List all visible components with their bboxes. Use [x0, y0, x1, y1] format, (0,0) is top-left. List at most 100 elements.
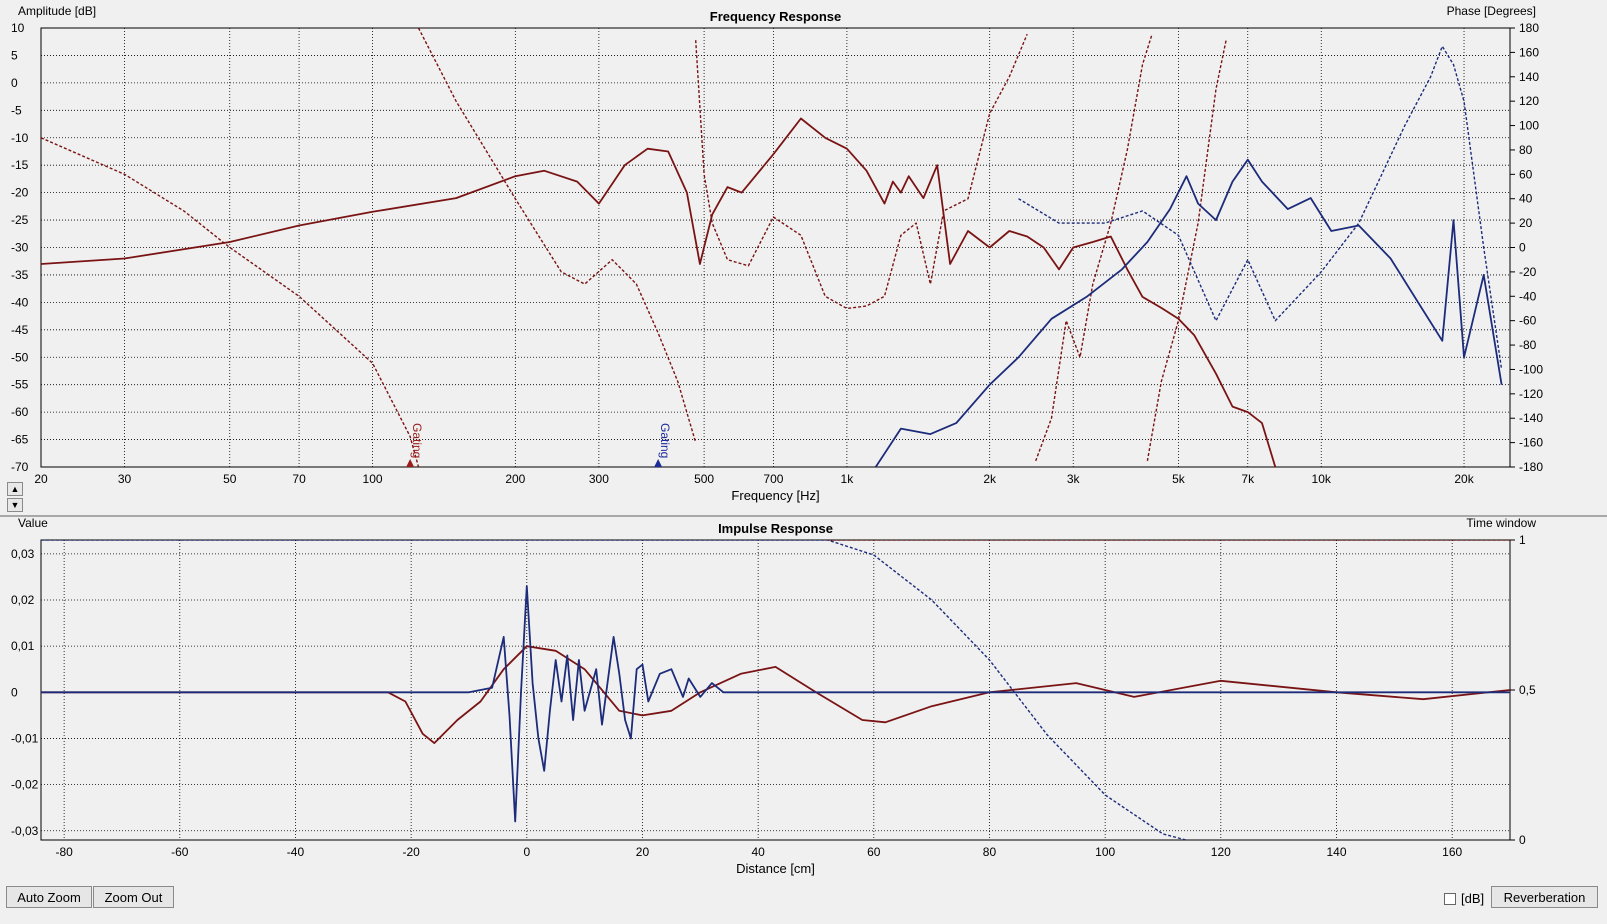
x-tick-label: 1k [841, 472, 855, 486]
db-checkbox[interactable] [1444, 893, 1456, 905]
y-tick-label: 0,01 [11, 639, 35, 653]
x-tick-label: 200 [505, 472, 525, 486]
y2-tick-label: 180 [1519, 21, 1539, 35]
y-tick-label: 5 [11, 48, 18, 62]
x-tick-label: -40 [287, 845, 305, 859]
y-tick-label: -40 [11, 295, 29, 309]
y-axis-label: Value [18, 517, 48, 530]
series-line-0 [41, 645, 1510, 744]
y-tick-label: 0,02 [11, 593, 35, 607]
x-tick-label: 30 [118, 472, 132, 486]
gating-marker [406, 459, 415, 467]
x-tick-label: 20k [1454, 472, 1474, 486]
y-tick-label: -20 [11, 186, 29, 200]
y2-tick-label: 120 [1519, 94, 1539, 108]
y-tick-label: -25 [11, 213, 29, 227]
series-line-2 [417, 28, 697, 443]
y2-tick-label: 80 [1519, 143, 1533, 157]
panel-divider[interactable] [0, 515, 1607, 517]
y-tick-label: -55 [11, 378, 29, 392]
frequency-response-panel: 20 30 50 70 100 200 300 500 700 1k 2k 3k 5k 7k 10k 20k 1… [11, 4, 1543, 503]
series-line-1 [41, 585, 1510, 823]
y2-tick-label: 0,5 [1519, 683, 1536, 697]
y-tick-label: -70 [11, 460, 29, 474]
x-tick-label: 700 [763, 472, 783, 486]
y-tick-label: -60 [11, 405, 29, 419]
x-tick-label: 160 [1442, 845, 1462, 859]
y2-axis-label: Phase [Degrees] [1447, 4, 1536, 18]
x-tick-label: 40 [751, 845, 765, 859]
gating-marker [654, 459, 663, 467]
series-line-2 [41, 540, 1187, 840]
y-tick-label: 0 [11, 685, 18, 699]
series-line-4 [1035, 33, 1153, 462]
x-tick-label: 0 [523, 845, 530, 859]
y2-tick-label: 20 [1519, 216, 1533, 230]
y-tick-label: 0,03 [11, 547, 35, 561]
series-line-0 [41, 117, 1277, 467]
gating-marker-label: Gating [410, 423, 424, 458]
y-tick-label: -50 [11, 350, 29, 364]
chart-title: Impulse Response [718, 521, 833, 536]
x-tick-label: 100 [1095, 845, 1115, 859]
y-tick-label: -10 [11, 131, 29, 145]
frequency-response-chart: 20 30 50 70 100 200 300 500 700 1k 2k 3k 5k 7k 10k 20k1… [11, 4, 1543, 503]
x-tick-label: 500 [694, 472, 714, 486]
y2-tick-label: 160 [1519, 45, 1539, 59]
y-tick-label: -0,01 [11, 731, 39, 745]
y2-tick-label: -100 [1519, 362, 1543, 376]
y2-tick-label: -120 [1519, 387, 1543, 401]
scroll-down-button[interactable]: ▼ [7, 498, 23, 512]
series-line-1 [41, 137, 420, 467]
y2-tick-label: -180 [1519, 460, 1543, 474]
y-tick-label: -5 [11, 103, 22, 117]
x-tick-label: 80 [983, 845, 997, 859]
x-tick-label: 140 [1326, 845, 1346, 859]
x-tick-label: 50 [223, 472, 237, 486]
y-tick-label: 10 [11, 21, 25, 35]
scroll-up-button[interactable]: ▲ [7, 482, 23, 496]
impulse-response-chart: -80 -60 -40 -20 0 20 40 60 80 100 120 140 1600,030,0… [11, 516, 1536, 876]
db-checkbox-label: [dB] [1461, 891, 1485, 906]
y-tick-label: -0,02 [11, 778, 39, 792]
x-tick-label: 7k [1241, 472, 1255, 486]
y2-tick-label: 1 [1519, 533, 1526, 547]
y-tick-label: -30 [11, 241, 29, 255]
chart-title: Frequency Response [710, 9, 842, 24]
x-axis-label: Frequency [Hz] [731, 488, 819, 503]
x-tick-label: 300 [589, 472, 609, 486]
x-tick-label: 20 [34, 472, 48, 486]
y-tick-label: -45 [11, 323, 29, 337]
y-tick-label: -0,03 [11, 824, 39, 838]
series-line-6 [874, 158, 1503, 467]
x-tick-label: -60 [171, 845, 189, 859]
y2-tick-label: 0 [1519, 833, 1526, 847]
series-line-3 [695, 33, 1028, 310]
plot-area [40, 539, 1511, 841]
x-tick-label: -20 [402, 845, 420, 859]
reverberation-button[interactable]: Reverberation [1491, 886, 1598, 908]
y2-tick-label: -140 [1519, 411, 1543, 425]
series-line-7 [1018, 45, 1503, 370]
y2-tick-label: -20 [1519, 265, 1537, 279]
x-tick-label: 5k [1172, 472, 1186, 486]
y2-tick-label: 0 [1519, 241, 1526, 255]
x-tick-label: 3k [1067, 472, 1081, 486]
auto-zoom-button[interactable]: Auto Zoom [6, 886, 92, 908]
x-tick-label: -80 [55, 845, 73, 859]
y2-tick-label: -160 [1519, 436, 1543, 450]
y2-tick-label: 100 [1519, 119, 1539, 133]
y-tick-label: -65 [11, 433, 29, 447]
gating-marker-label: Gating [658, 423, 672, 458]
y2-axis-label: Time window [1466, 517, 1536, 530]
x-tick-label: 20 [636, 845, 650, 859]
x-tick-label: 100 [363, 472, 383, 486]
x-axis-label: Distance [cm] [736, 861, 815, 876]
zoom-out-button[interactable]: Zoom Out [93, 886, 174, 908]
y-tick-label: 0 [11, 76, 18, 90]
y2-tick-label: 40 [1519, 192, 1533, 206]
x-tick-label: 2k [983, 472, 997, 486]
y2-tick-label: -60 [1519, 314, 1537, 328]
x-tick-label: 70 [292, 472, 306, 486]
y2-tick-label: -80 [1519, 338, 1537, 352]
